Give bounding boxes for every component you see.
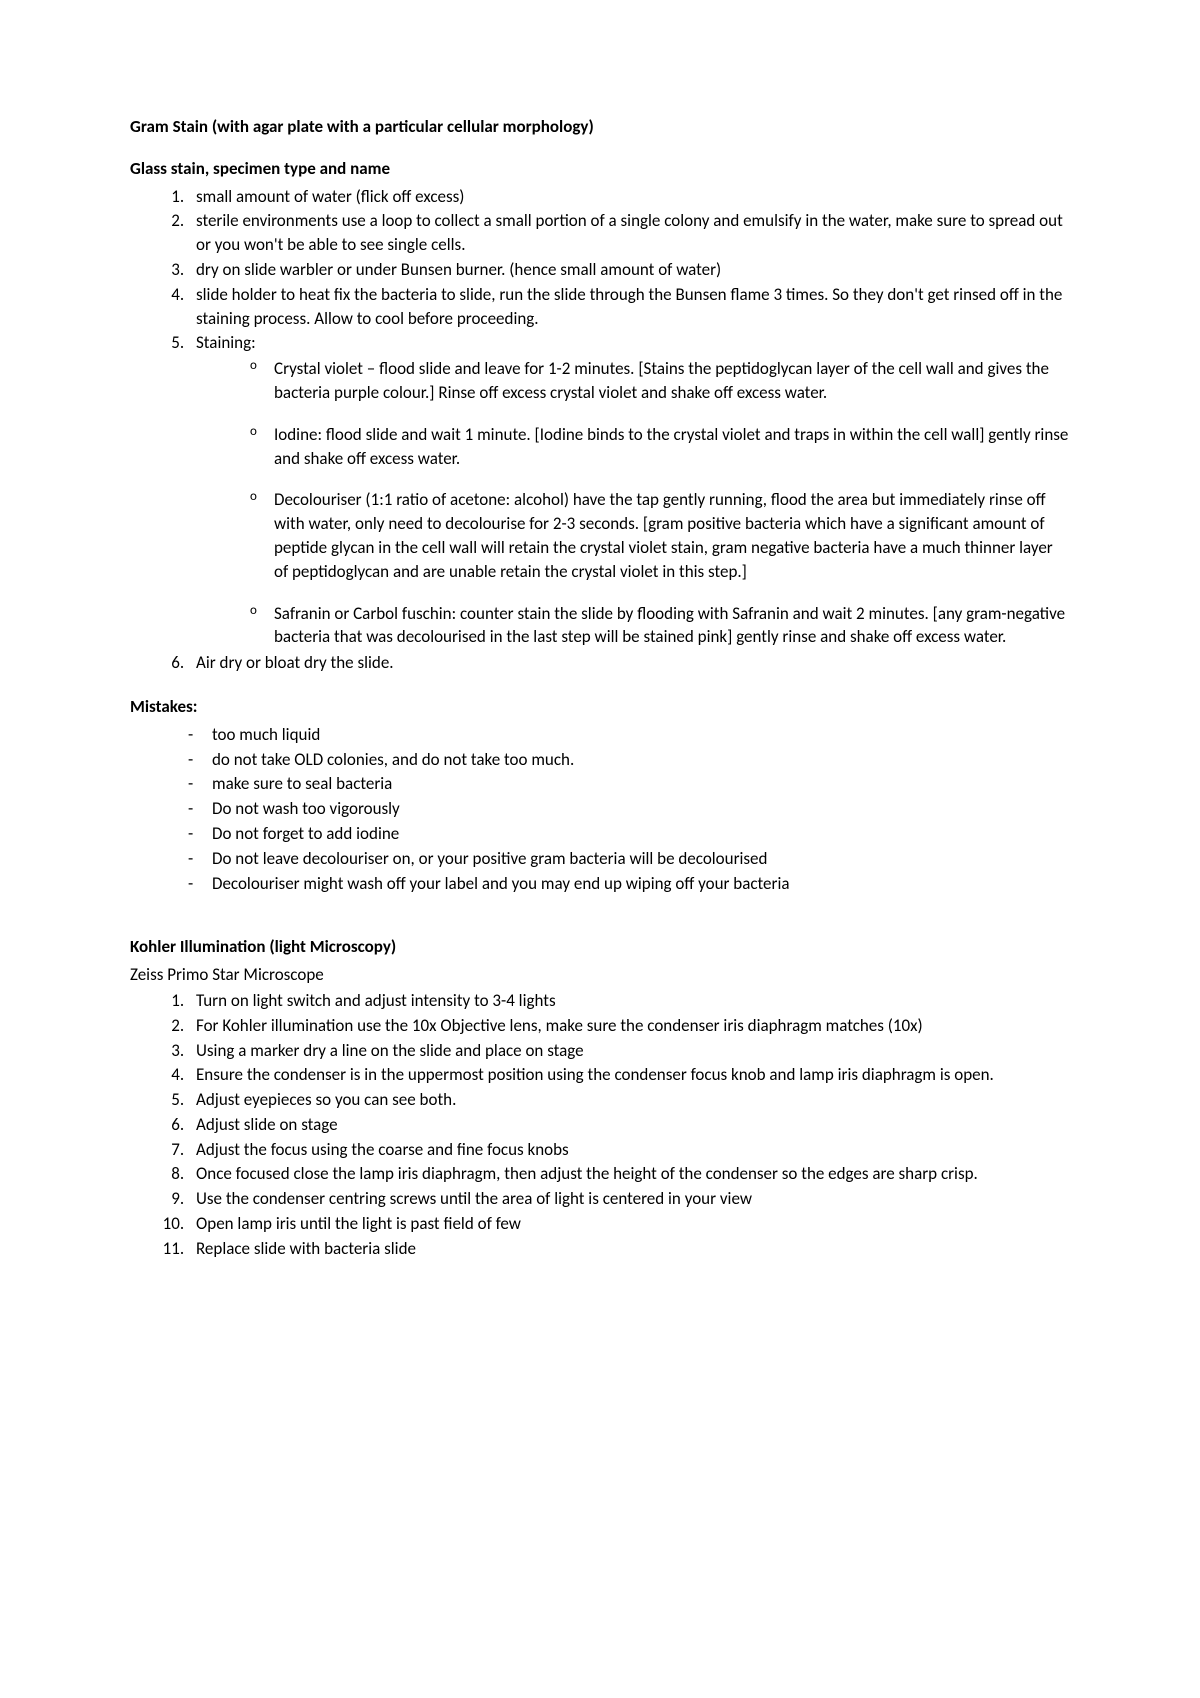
document-title: Gram Stain (with agar plate with a parti… [130,115,1070,139]
list-item: Adjust the focus using the coarse and fi… [188,1138,1070,1162]
list-item: Air dry or bloat dry the slide. [188,651,1070,675]
list-item: Using a marker dry a line on the slide a… [188,1039,1070,1063]
list-item: small amount of water (flick off excess) [188,185,1070,209]
list-item: Adjust eyepieces so you can see both. [188,1088,1070,1112]
sublist-item: Iodine: flood slide and wait 1 minute. [… [250,423,1070,471]
list-item: Staining: Crystal violet – flood slide a… [188,331,1070,649]
list-item: Decolouriser might wash off your label a… [188,872,1070,896]
list-item: Open lamp iris until the light is past f… [188,1212,1070,1236]
staining-sublist: Crystal violet – flood slide and leave f… [196,357,1070,649]
list-item: Turn on light switch and adjust intensit… [188,989,1070,1013]
list-item: make sure to seal bacteria [188,772,1070,796]
section-heading: Mistakes: [130,695,1070,719]
list-item: Adjust slide on stage [188,1113,1070,1137]
procedure-list: small amount of water (flick off excess)… [130,185,1070,675]
list-item: Do not forget to add iodine [188,822,1070,846]
list-item: Do not leave decolouriser on, or your po… [188,847,1070,871]
list-item: slide holder to heat fix the bacteria to… [188,283,1070,331]
list-item: Use the condenser centring screws until … [188,1187,1070,1211]
kohler-list: Turn on light switch and adjust intensit… [130,989,1070,1261]
list-item: Replace slide with bacteria slide [188,1237,1070,1261]
list-item-text: Staining: [196,332,256,353]
sublist-item: Decolouriser (1:1 ratio of acetone: alco… [250,488,1070,583]
sublist-item: Safranin or Carbol fuschin: counter stai… [250,602,1070,650]
microscope-model: Zeiss Primo Star Microscope [130,963,1070,987]
sublist-item: Crystal violet – flood slide and leave f… [250,357,1070,405]
list-item: sterile environments use a loop to colle… [188,209,1070,257]
list-item: too much liquid [188,723,1070,747]
list-item: do not take OLD colonies, and do not tak… [188,748,1070,772]
section-heading: Kohler Illumination (light Microscopy) [130,935,1070,959]
list-item: Once focused close the lamp iris diaphra… [188,1162,1070,1186]
list-item: For Kohler illumination use the 10x Obje… [188,1014,1070,1038]
section-heading: Glass stain, specimen type and name [130,157,1070,181]
list-item: Do not wash too vigorously [188,797,1070,821]
list-item: Ensure the condenser is in the uppermost… [188,1063,1070,1087]
list-item: dry on slide warbler or under Bunsen bur… [188,258,1070,282]
mistakes-list: too much liquid do not take OLD colonies… [130,723,1070,896]
